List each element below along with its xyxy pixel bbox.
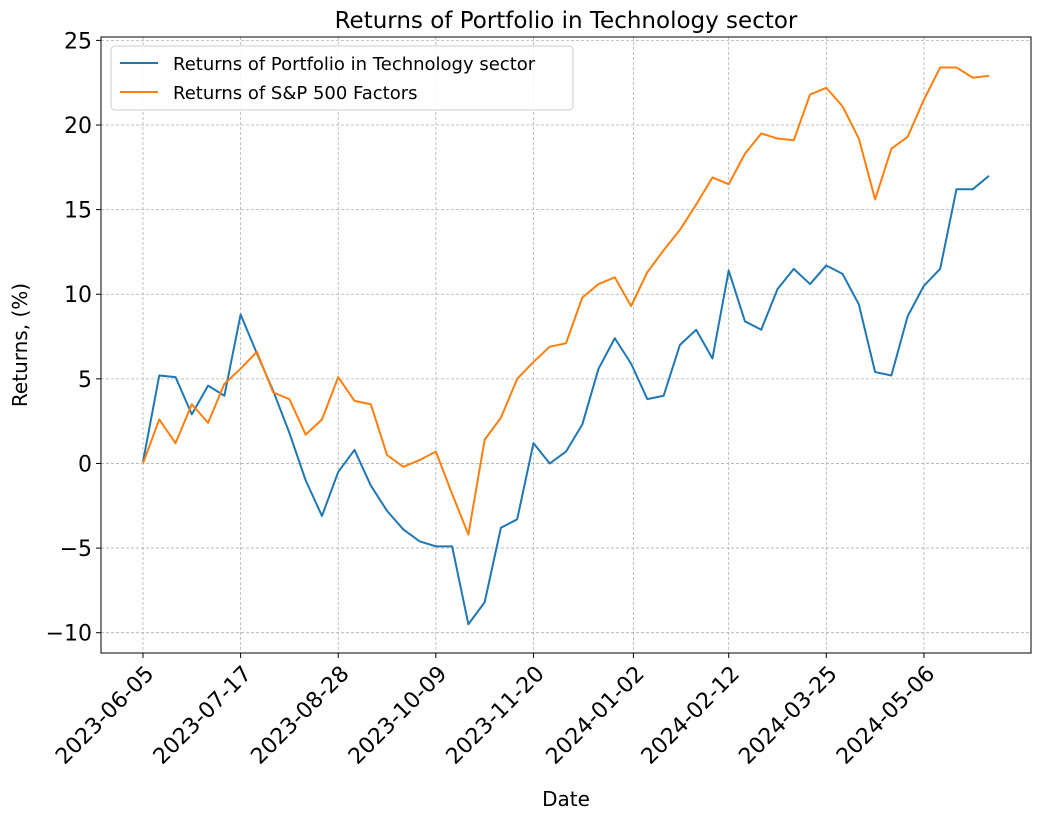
- chart-title: Returns of Portfolio in Technology secto…: [335, 8, 798, 34]
- grid-layer: [101, 37, 1031, 653]
- y-tick-label: 20: [64, 114, 92, 139]
- plot-frame: [100, 36, 1032, 654]
- legend: Returns of Portfolio in Technology secto…: [110, 45, 574, 111]
- y-axis: −10 −5 0 5 10 15 20 25: [46, 29, 101, 647]
- y-tick-label: 5: [78, 368, 92, 393]
- y-tick-label: 15: [64, 199, 92, 224]
- x-tick-label: 2024-02-12: [637, 662, 745, 770]
- y-tick-label: −5: [60, 537, 92, 562]
- x-tick-label: 2023-08-28: [246, 662, 354, 770]
- series-line-0: [142, 175, 990, 626]
- legend-label-portfolio: Returns of Portfolio in Technology secto…: [173, 54, 536, 75]
- x-axis: 2023-06-052023-07-172023-08-282023-10-09…: [51, 653, 940, 770]
- y-tick-label: 10: [64, 283, 92, 308]
- y-tick-label: −10: [46, 622, 92, 647]
- legend-box: [110, 45, 574, 111]
- y-axis-label: Returns, (%): [8, 283, 32, 407]
- y-tick-label: 25: [64, 29, 92, 54]
- x-tick-label: 2023-07-17: [149, 662, 257, 770]
- y-tick-label: 0: [78, 452, 92, 477]
- x-tick-label: 2024-03-25: [734, 662, 842, 770]
- x-axis-label: Date: [542, 787, 590, 811]
- series-line-1: [142, 66, 990, 536]
- x-tick-label: 2023-11-20: [442, 662, 550, 770]
- series-layer: [142, 66, 990, 626]
- x-tick-label: 2023-06-05: [51, 662, 159, 770]
- x-tick-label: 2024-01-02: [542, 662, 650, 770]
- legend-label-sp500: Returns of S&P 500 Factors: [173, 83, 418, 104]
- x-tick-label: 2023-10-09: [344, 662, 452, 770]
- x-tick-label: 2024-05-06: [832, 662, 940, 770]
